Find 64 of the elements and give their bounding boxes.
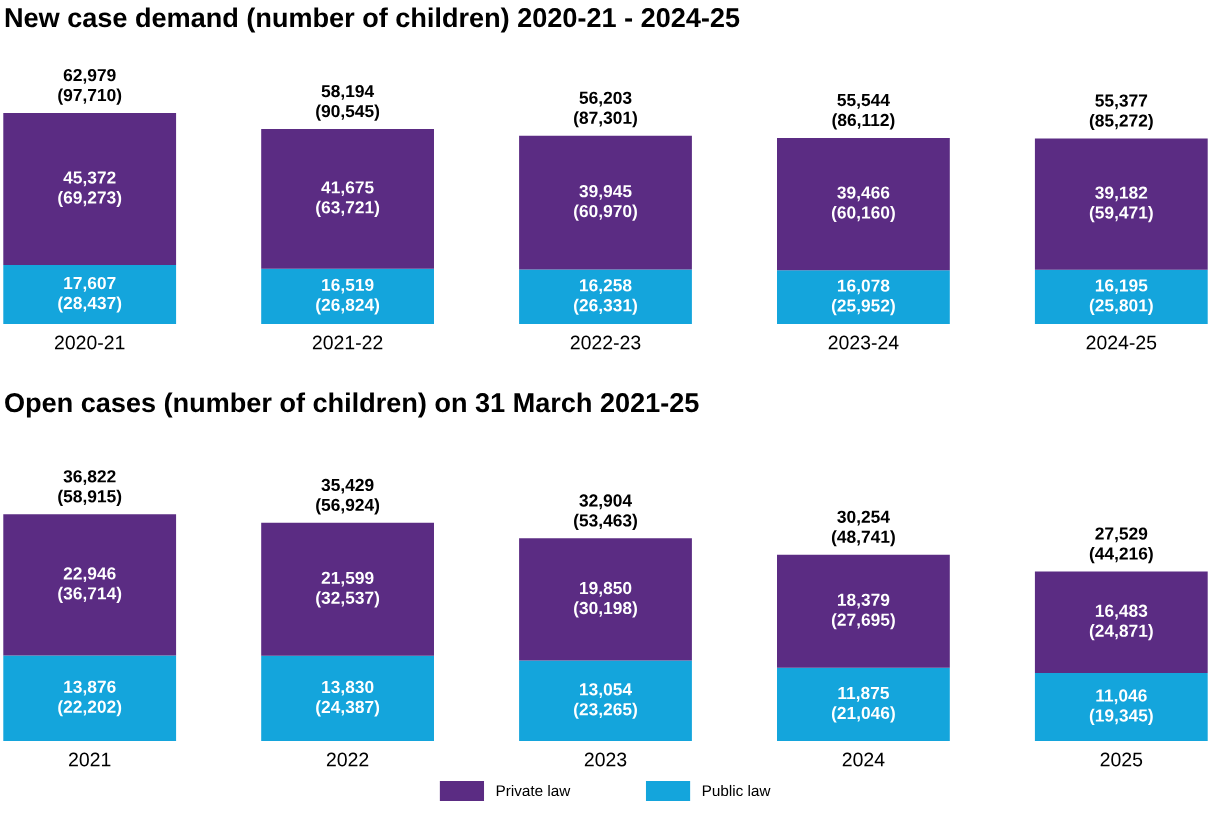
x-tick-label: 2022 xyxy=(326,752,369,767)
data-label: 16,483 (24,871) xyxy=(1089,604,1153,641)
total-label: 35,429 (56,924) xyxy=(316,478,380,515)
bar xyxy=(3,514,177,656)
data-label: 13,830 (24,387) xyxy=(316,680,380,717)
data-label: 16,195 (25,801) xyxy=(1089,279,1153,315)
bar xyxy=(777,270,950,324)
bar xyxy=(3,265,177,324)
x-tick-label: 2024-25 xyxy=(1086,335,1157,350)
data-label: 41,675 (63,721) xyxy=(316,181,380,217)
legend-label: Public law xyxy=(702,784,771,797)
total-label: 27,529 (44,216) xyxy=(1089,527,1153,564)
data-label: 11,046 (19,345) xyxy=(1089,689,1153,726)
data-label: 39,182 (59,471) xyxy=(1089,186,1153,223)
x-tick-label: 2025 xyxy=(1100,752,1143,767)
data-label: 45,372 (69,273) xyxy=(58,171,122,208)
total-label: 56,203 (87,301) xyxy=(574,91,637,128)
bar xyxy=(3,655,177,741)
bar xyxy=(777,554,950,668)
data-label: 16,519 (26,824) xyxy=(316,278,380,315)
bar xyxy=(1034,672,1208,741)
data-label: 39,466 (60,160) xyxy=(831,186,895,223)
bar xyxy=(261,268,434,324)
total-label: 58,194 (90,545) xyxy=(316,84,380,121)
data-label: 17,607 (28,437) xyxy=(58,276,122,313)
x-tick-label: 2020-21 xyxy=(54,335,125,350)
data-label: 11,875 (21,046) xyxy=(831,686,895,723)
data-label: 16,258 (26,331) xyxy=(574,279,637,315)
x-tick-label: 2022-23 xyxy=(570,335,641,350)
total-label: 36,822 (58,915) xyxy=(58,470,122,506)
x-tick-label: 2021 xyxy=(69,752,111,767)
bar xyxy=(519,538,692,661)
legend-label: Private law xyxy=(496,784,571,797)
bar xyxy=(777,667,950,741)
data-label: 39,945 (60,970) xyxy=(574,184,637,221)
x-tick-label: 2021-22 xyxy=(312,335,383,350)
total-label: 55,544 (86,112) xyxy=(832,94,895,130)
bar xyxy=(1034,138,1208,270)
bar xyxy=(261,522,434,656)
total-label: 32,904 (53,463) xyxy=(574,494,637,531)
bar xyxy=(1034,571,1208,673)
bar xyxy=(519,660,692,741)
bar xyxy=(777,137,950,271)
total-label: 30,254 (48,741) xyxy=(831,510,895,547)
total-label: 55,377 (85,272) xyxy=(1089,94,1153,131)
bar xyxy=(1034,269,1208,324)
data-label: 21,599 (32,537) xyxy=(316,571,380,608)
data-label: 13,054 (23,265) xyxy=(574,683,637,719)
total-label: 62,979 (97,710) xyxy=(58,68,122,105)
bar xyxy=(261,655,434,741)
x-tick-label: 2024 xyxy=(842,752,885,767)
data-label: 22,946 (36,714) xyxy=(58,567,122,603)
x-tick-label: 2023 xyxy=(584,752,627,767)
bar xyxy=(519,135,692,270)
data-label: 19,850 (30,198) xyxy=(574,581,637,618)
bar xyxy=(3,112,177,265)
data-label: 13,876 (22,202) xyxy=(58,680,122,717)
data-label: 16,078 (25,952) xyxy=(831,279,895,316)
x-tick-label: 2023-24 xyxy=(828,335,899,350)
chart-title: New case demand (number of children) 2020-21 - 2024-25 xyxy=(5,7,740,33)
bar xyxy=(519,269,692,324)
chart-title: Open cases (number of children) on 31 March 2021-25 xyxy=(5,392,699,418)
data-label: 18,379 (27,695) xyxy=(831,593,895,630)
bar xyxy=(261,129,434,269)
